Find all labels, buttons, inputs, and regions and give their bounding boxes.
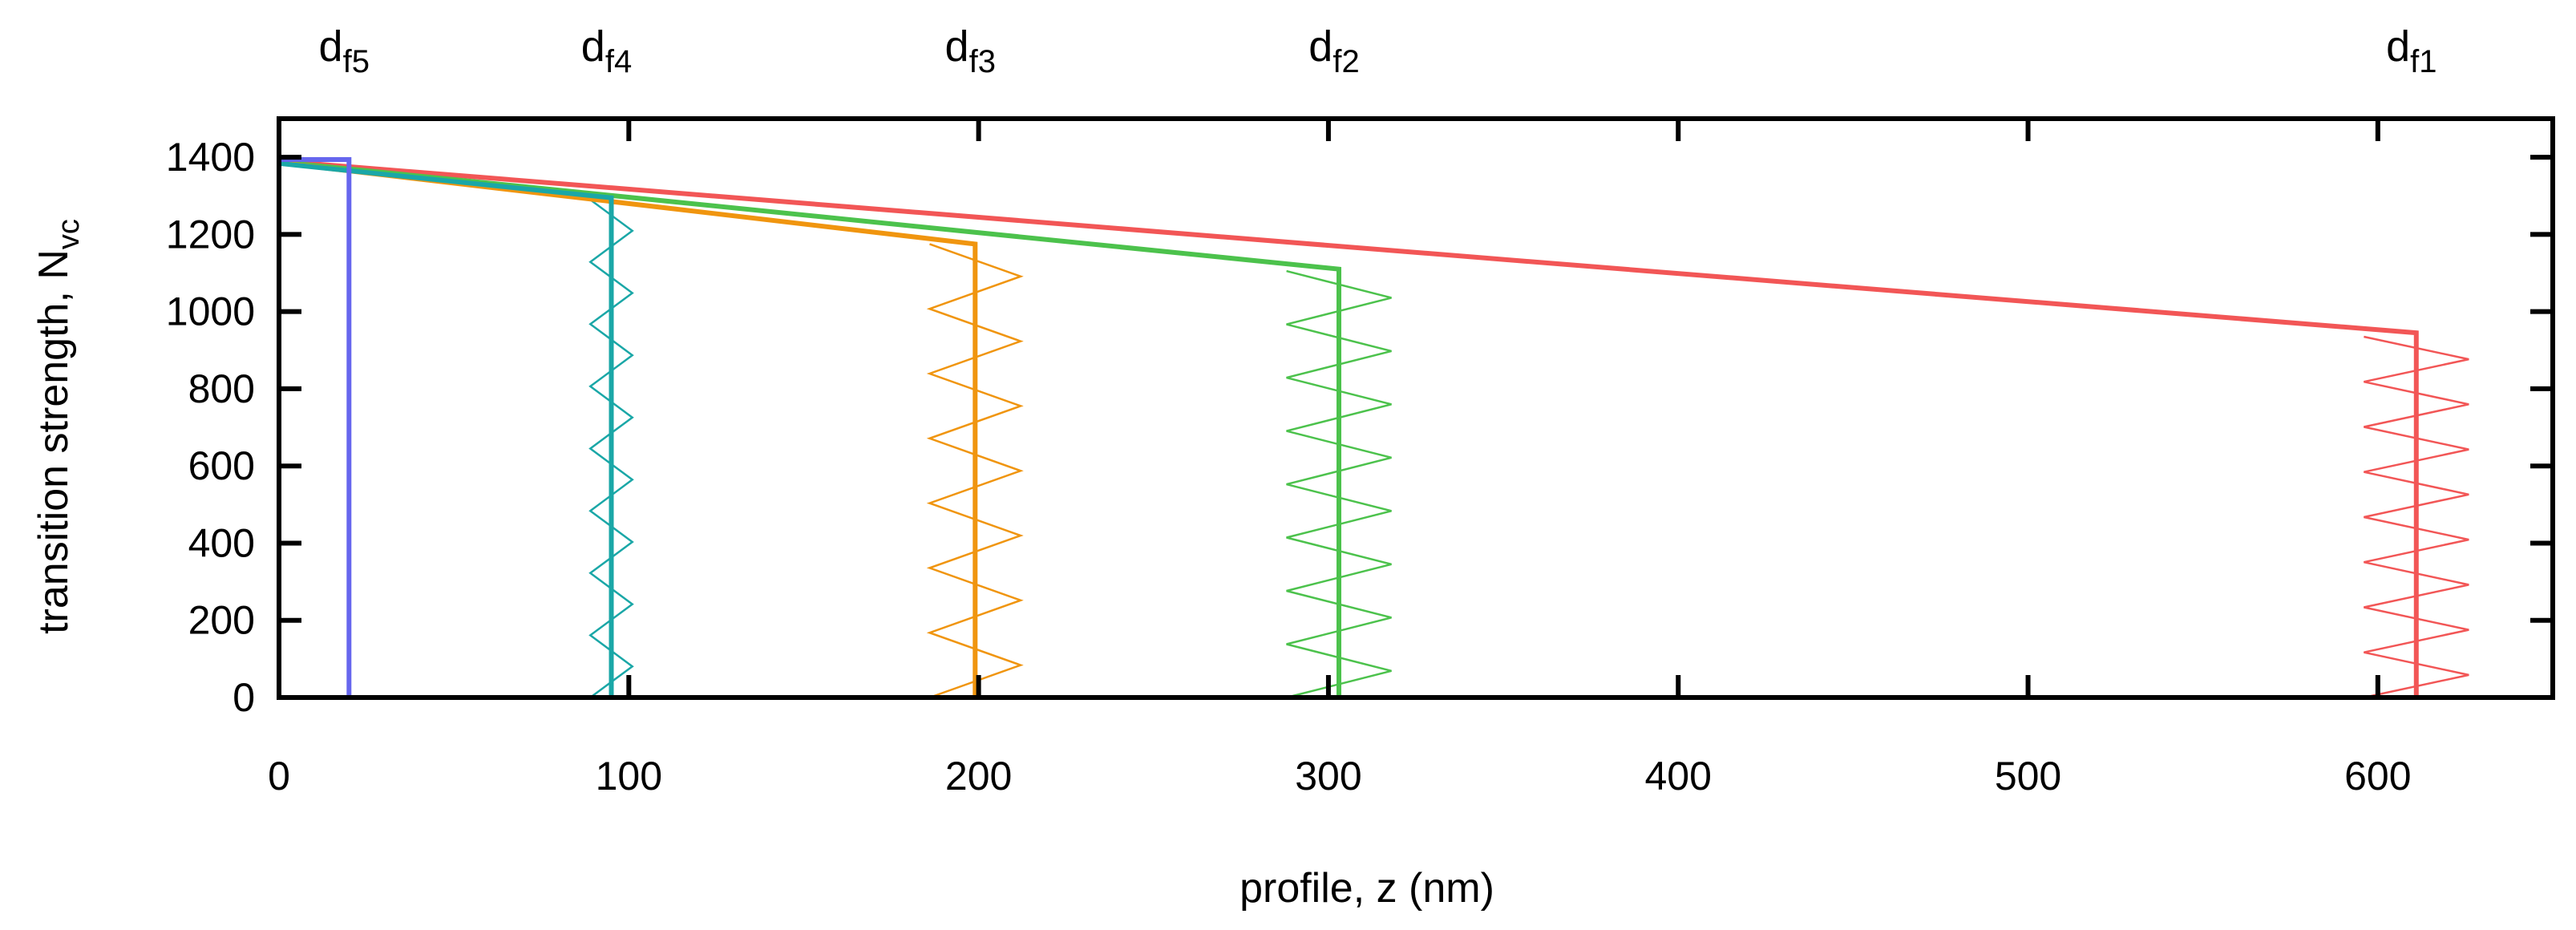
y-tick-label: 0 — [233, 675, 255, 720]
x-tick-label: 0 — [268, 754, 290, 799]
x-tick-label: 300 — [1295, 754, 1361, 799]
y-tick-label: 400 — [188, 520, 255, 565]
top-label-f4: df4 — [581, 22, 632, 79]
y-tick-label: 1400 — [166, 135, 255, 180]
series-zigzag-d_f2 — [1286, 269, 1392, 699]
series-zigzag-d_f3 — [926, 243, 1024, 699]
series-line-d_f4 — [278, 160, 614, 698]
tick-group — [277, 119, 2553, 700]
y-tick-label: 600 — [188, 443, 255, 488]
series-line-d_f1 — [278, 158, 2419, 698]
series-zigzag-d_f4 — [588, 199, 634, 699]
series-zigzag-d_f1 — [2364, 335, 2469, 699]
y-tick-label: 800 — [188, 366, 255, 411]
x-tick-label: 400 — [1645, 754, 1712, 799]
x-tick-label: 100 — [596, 754, 662, 799]
y-axis-label-sub: vc — [52, 219, 86, 249]
label-group: 0 100 200 300 400 500 600 0 200 400 600 800 1000 1200… — [166, 22, 2437, 799]
y-axis-label-main: transition strength, N — [30, 249, 77, 634]
plot-frame — [277, 116, 2555, 700]
y-tick-label: 1000 — [166, 289, 255, 334]
series-line-d_f2 — [278, 159, 1341, 698]
y-tick-label: 1200 — [166, 212, 255, 257]
y-tick-label: 200 — [188, 598, 255, 643]
top-label-f5: df5 — [319, 22, 370, 79]
series-line-d_f5 — [279, 157, 352, 698]
top-label-f1: df1 — [2386, 22, 2436, 79]
x-tick-label: 200 — [945, 754, 1012, 799]
series-line-d_f3 — [278, 160, 978, 698]
y-axis-label: transition strength, Nvc — [30, 219, 86, 634]
series-group — [278, 157, 2469, 699]
x-tick-label: 600 — [2344, 754, 2411, 799]
x-tick-label: 500 — [1995, 754, 2061, 799]
x-axis-label: profile, z (nm) — [1239, 865, 1494, 912]
top-label-f2: df2 — [1308, 22, 1359, 79]
top-label-f3: df3 — [945, 22, 996, 79]
